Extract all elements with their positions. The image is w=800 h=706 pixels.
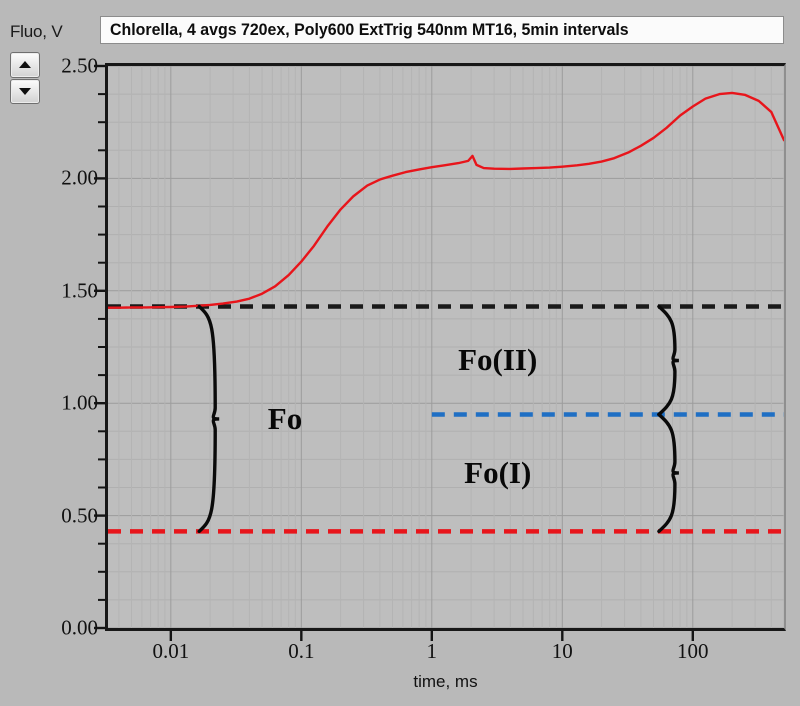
triangle-down-icon [19, 87, 31, 95]
y-scale-spinner[interactable] [10, 52, 40, 104]
grid-layer [108, 66, 784, 628]
y-tick-label: 2.00 [61, 165, 98, 190]
y-axis-tick-labels: 0.00 0.50 1.00 1.50 2.00 2.50 [30, 54, 98, 640]
page-title: Chlorella, 4 avgs 720ex, Poly600 ExtTrig… [110, 20, 629, 39]
plot-area[interactable]: Fo Fo(II) Fo(I) [105, 63, 786, 631]
fo-one-annotation-label: Fo(I) [464, 454, 532, 490]
brace-annotation-layer [197, 304, 679, 534]
y-tick-label: 1.50 [61, 278, 98, 303]
y-tick-label: 2.50 [61, 53, 98, 78]
trace-early-segment [108, 155, 495, 309]
x-axis-title: time, ms [413, 672, 478, 691]
y-tick-label: 1.00 [61, 390, 98, 415]
x-tick-label: 100 [677, 639, 709, 663]
reference-lines-layer [108, 304, 784, 534]
data-trace-layer [108, 91, 784, 309]
x-axis-tick-labels: 0.01 0.1 1 10 100 [105, 639, 786, 667]
x-tick-label: 0.1 [288, 639, 315, 663]
x-tick-label: 10 [551, 639, 573, 663]
fo-annotation-label: Fo [267, 400, 303, 436]
scroll-down-button[interactable] [10, 78, 40, 104]
fo-annotation-brace [197, 304, 220, 534]
fo-one-annotation-brace [657, 412, 679, 534]
plot-title-box: Chlorella, 4 avgs 720ex, Poly600 ExtTrig… [100, 16, 784, 44]
triangle-up-icon [19, 61, 31, 69]
y-axis-title: Fluo, V [10, 22, 63, 41]
scroll-up-button[interactable] [10, 52, 40, 78]
x-tick-label: 1 [426, 639, 438, 663]
y-tick-label: 0.50 [61, 503, 98, 528]
fo-two-annotation-brace [657, 304, 679, 417]
fo-two-annotation-label: Fo(II) [458, 342, 538, 378]
y-tick-label: 0.00 [61, 615, 98, 640]
x-tick-label: 0.01 [152, 639, 190, 663]
